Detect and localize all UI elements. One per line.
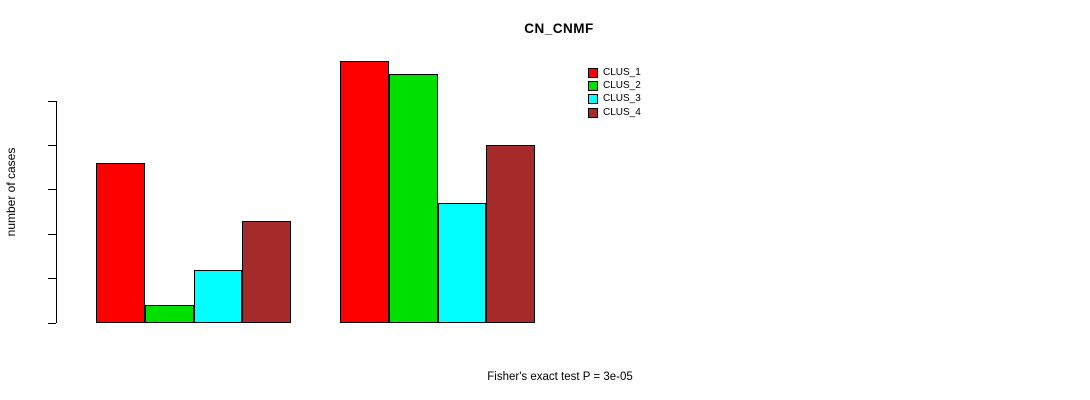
y-tick <box>48 144 56 146</box>
y-tick <box>48 278 56 280</box>
legend-label: CLUS_1 <box>603 66 641 78</box>
legend-item: CLUS_3 <box>588 93 641 106</box>
bar <box>144 305 194 323</box>
legend-item: CLUS_1 <box>588 66 641 79</box>
bar <box>242 220 292 323</box>
legend-label: CLUS_3 <box>603 93 641 105</box>
bar <box>486 145 536 323</box>
legend-label: CLUS_2 <box>603 79 641 91</box>
chart-title: CN_CNMF <box>524 21 594 36</box>
bar <box>96 163 145 323</box>
legend-swatch <box>588 80 598 91</box>
bar <box>193 269 243 323</box>
y-tick <box>48 189 56 191</box>
y-tick <box>48 322 56 324</box>
legend-swatch <box>588 94 598 105</box>
bar <box>437 203 487 323</box>
legend-item: CLUS_4 <box>588 106 641 119</box>
y-tick <box>48 100 56 102</box>
bar <box>340 61 389 323</box>
bar <box>388 74 438 323</box>
legend-item: CLUS_2 <box>588 79 641 92</box>
y-tick <box>48 233 56 235</box>
y-axis-line <box>56 101 57 323</box>
y-axis-label: number of cases <box>4 147 18 237</box>
legend-label: CLUS_4 <box>603 106 641 118</box>
legend-swatch <box>588 107 598 118</box>
legend: CLUS_1 CLUS_2 CLUS_3 CLUS_4 <box>588 66 641 119</box>
legend-swatch <box>588 67 598 78</box>
stat-text: Fisher's exact test P = 3e-05 <box>487 371 633 383</box>
